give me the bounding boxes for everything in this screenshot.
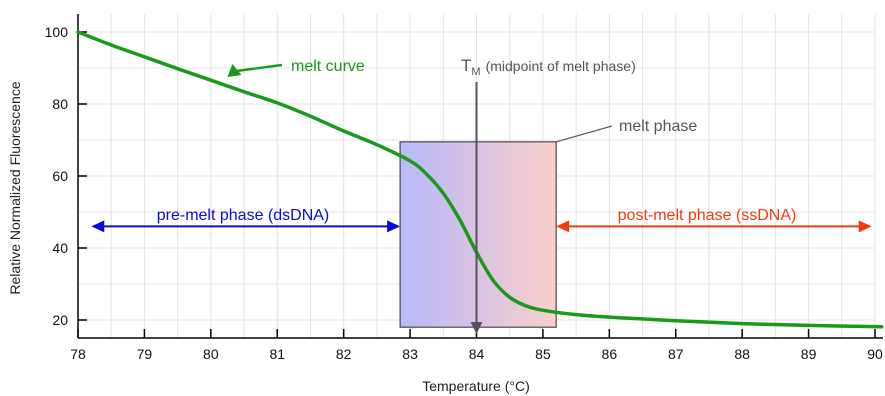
post-melt-arrow-head-right: [858, 220, 872, 233]
pre-melt-arrow-head-right: [387, 220, 401, 233]
x-tick-label: 81: [269, 346, 285, 362]
y-tick-label: 80: [52, 96, 68, 112]
x-tick-label: 90: [867, 346, 883, 362]
x-tick-label: 79: [137, 346, 153, 362]
x-tick-label: 78: [70, 346, 86, 362]
melt-curve-pointer-head: [227, 64, 242, 77]
y-tick-label: 60: [52, 168, 68, 184]
x-tick-label: 80: [203, 346, 219, 362]
y-tick-label: 40: [52, 240, 68, 256]
tm-marker: [470, 82, 483, 334]
x-tick-label: 87: [668, 346, 684, 362]
y-tick-label: 20: [52, 312, 68, 328]
tm-arrowhead: [470, 322, 483, 334]
melt-curve-label: melt curve: [291, 58, 365, 75]
x-tick-label: 84: [469, 346, 485, 362]
x-tick-label: 86: [602, 346, 618, 362]
y-axis-label: Relative Normalized Fluorescence: [7, 81, 23, 294]
melt-phase-leader-line: [556, 125, 613, 143]
x-tick-label: 82: [336, 346, 352, 362]
melt-phase-box: [399, 141, 557, 328]
x-tick-label: 83: [402, 346, 418, 362]
post-melt-arrow: [556, 220, 872, 233]
x-tick-label: 89: [801, 346, 817, 362]
post-melt-label: post-melt phase (ssDNA): [618, 207, 797, 224]
tm-label-subscript: M: [471, 66, 480, 78]
post-melt-arrow-head-left: [556, 220, 570, 233]
x-axis-label: Temperature (°C): [422, 378, 530, 394]
melt-curve-line: [76, 30, 884, 329]
y-axis-ticks: 20 40 60 80 100: [45, 24, 87, 328]
tm-label-main: T: [461, 56, 471, 75]
pre-melt-arrow: [91, 220, 401, 233]
melt-curve-pointer-arrow: [227, 63, 283, 77]
pre-melt-label: pre-melt phase (dsDNA): [157, 207, 330, 224]
x-axis-ticks: 78 79 80 81 82 83 84 85 86 87 88 89 90: [70, 329, 883, 362]
tm-label-rest: (midpoint of melt phase): [486, 58, 636, 74]
x-tick-label: 85: [535, 346, 551, 362]
tm-label: TM (midpoint of melt phase): [461, 56, 636, 78]
melt-curve-pointer-shaft: [236, 63, 283, 73]
melt-phase-label: melt phase: [619, 118, 697, 135]
x-tick-label: 88: [734, 346, 750, 362]
pre-melt-arrow-head-left: [91, 220, 105, 233]
y-tick-label: 100: [45, 24, 69, 40]
